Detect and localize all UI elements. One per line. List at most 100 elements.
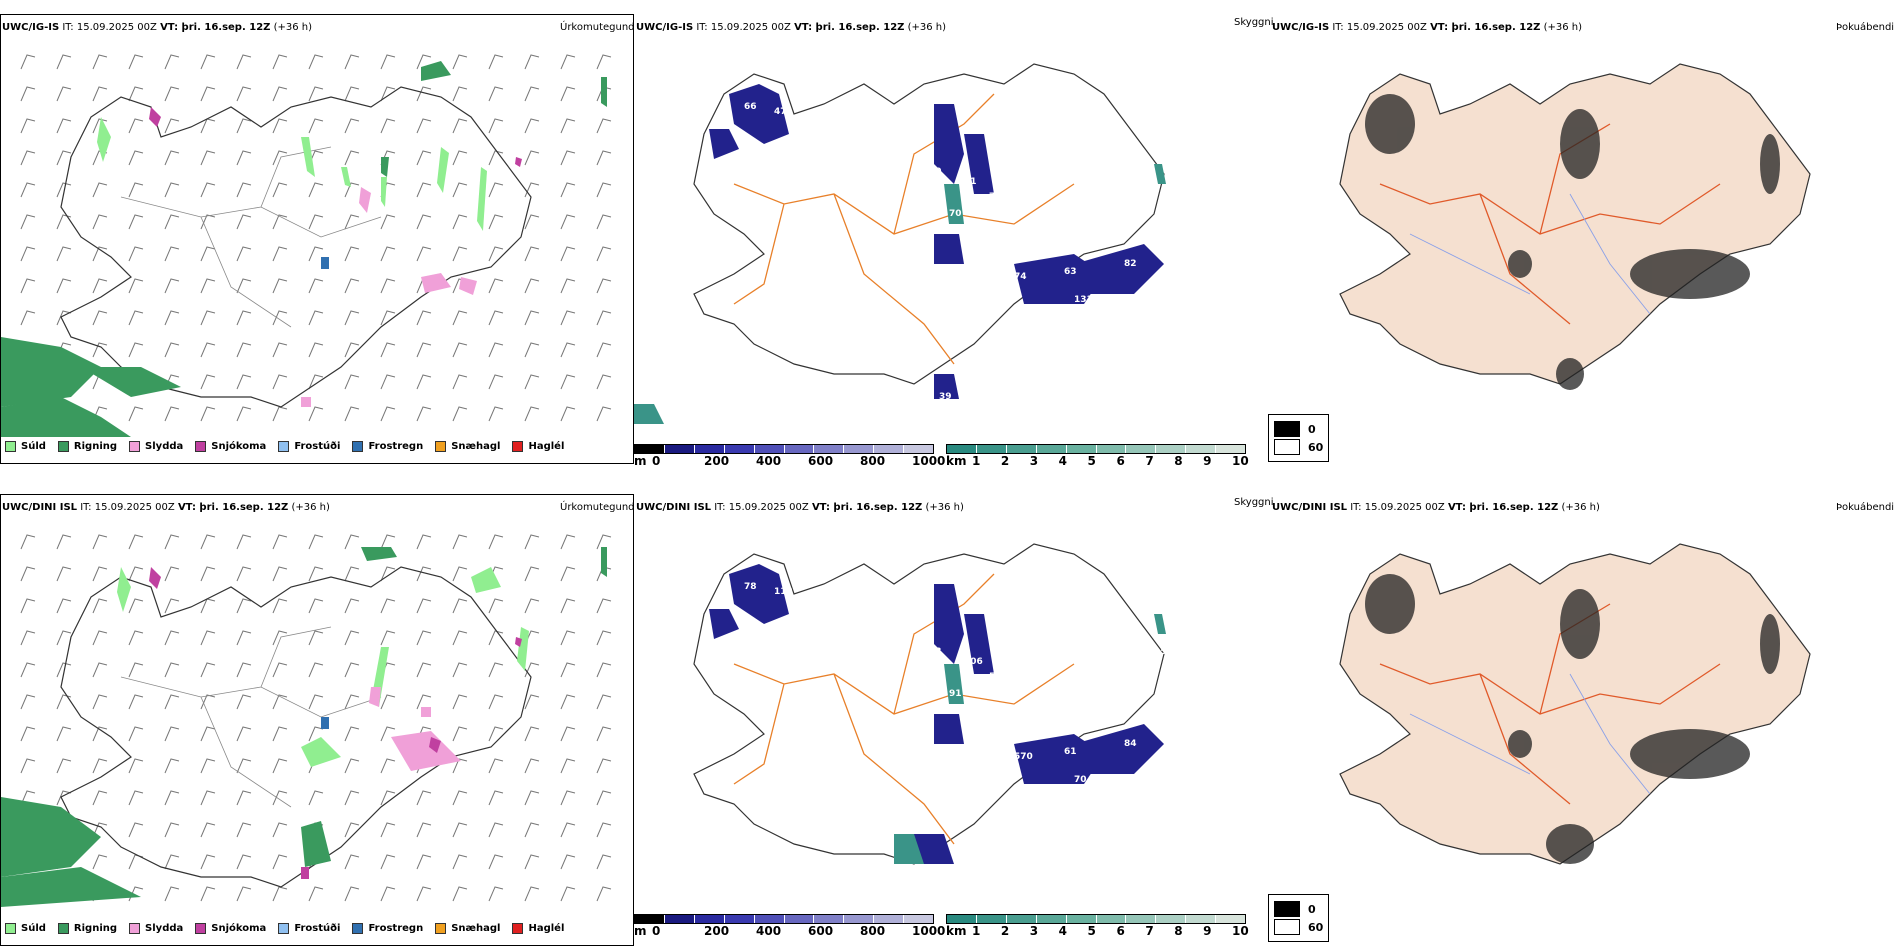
colorbar-tick: 1 (972, 454, 981, 468)
fog-legend-label: 60 (1308, 920, 1324, 934)
legend-swatch (195, 923, 207, 934)
colorbar-tick: 600 (808, 924, 834, 938)
wind-barb-icon (56, 662, 72, 678)
wind-barb-icon (308, 406, 324, 422)
cloud-base-label: 70 (949, 209, 962, 219)
wind-barb-icon (236, 246, 252, 262)
precip-legend-top: Súld Rigning Slydda Snjókoma Frostúði Frostre… (5, 441, 576, 452)
cloud-base-label: 106 (964, 657, 983, 667)
wind-barb-icon (452, 790, 468, 806)
wind-barb-icon (128, 566, 144, 582)
wind-barb-icon (200, 790, 216, 806)
wind-barb-icon (272, 726, 288, 742)
precip-title-top: Úrkomutegund (560, 22, 635, 33)
wind-barb-icon (164, 822, 180, 838)
legend-label: Snjókoma (211, 441, 267, 452)
wind-barb-icon (380, 854, 396, 870)
model-name: UWC/IG-IS (2, 22, 60, 33)
wind-barb-icon (236, 566, 252, 582)
wind-barb-icon (128, 694, 144, 710)
wind-barb-icon (200, 566, 216, 582)
legend-swatch (195, 441, 207, 452)
wind-barb-icon (272, 54, 288, 70)
cloud-base-label: 131 (1074, 295, 1093, 305)
colorbar-tick: 1 (972, 924, 981, 938)
wind-barb-icon (452, 822, 468, 838)
colorbar-tick: 400 (756, 454, 782, 468)
wind-barb-icon (596, 246, 612, 262)
wind-barb-icon (308, 278, 324, 294)
wind-barb-icon (524, 278, 540, 294)
wind-barb-icon (560, 854, 576, 870)
legend-swatch (435, 923, 447, 934)
wind-barb-icon (92, 310, 108, 326)
wind-barb-icon (560, 54, 576, 70)
wind-barb-icon (20, 630, 36, 646)
wind-barb-icon (56, 118, 72, 134)
fog-legend-row: 0 (1274, 421, 1323, 437)
colorbar-cell (1216, 445, 1246, 453)
wind-barb-icon (164, 534, 180, 550)
wind-barb-icon (200, 854, 216, 870)
wind-barb-icon (128, 662, 144, 678)
colorbar-cell (1006, 915, 1037, 923)
cloud-base-label: 570 (1014, 752, 1033, 762)
colorbar-unit: km (946, 924, 967, 938)
colorbar-cell (1036, 915, 1067, 923)
fog-legend-label: 60 (1308, 440, 1324, 454)
wind-barb-icon (20, 118, 36, 134)
legend-item: Snæhagl (435, 923, 500, 934)
wind-barb-icon (452, 630, 468, 646)
wind-barb-icon (128, 150, 144, 166)
fog-legend-row: 0 (1274, 901, 1323, 917)
wind-barb-icon (128, 278, 144, 294)
colorbar-cell (694, 445, 725, 453)
colorbar-tick: 2 (1000, 454, 1010, 468)
wind-barb-icon (344, 342, 360, 358)
legend-swatch (352, 441, 364, 452)
wind-barb-icon (524, 758, 540, 774)
wind-barb-icon (560, 214, 576, 230)
wind-barb-icon (488, 342, 504, 358)
wind-barb-icon (524, 694, 540, 710)
wind-barb-icon (308, 726, 324, 742)
wind-barb-icon (200, 310, 216, 326)
wind-barb-icon (200, 374, 216, 390)
colorbar-cell (1216, 915, 1246, 923)
wind-barb-icon (272, 246, 288, 262)
issue-time: IT: 15.09.2025 00Z (80, 502, 175, 513)
wind-barb-icon (128, 534, 144, 550)
wind-barb-icon (596, 790, 612, 806)
wind-barb-icon (92, 86, 108, 102)
cloud-base-label: 76 (989, 192, 1002, 202)
model-name: UWC/DINI ISL (1272, 502, 1348, 513)
wind-barb-icon (164, 630, 180, 646)
wind-barb-icon (524, 118, 540, 134)
wind-barb-icon (380, 726, 396, 742)
colorbar-tick: 1000 (912, 454, 946, 468)
wind-barb-icon (56, 566, 72, 582)
visibility-colorbar-bottom: 1 2 3 4 5 6 7 8 9 10 km (946, 914, 1249, 938)
cloud-base-label: 159 (739, 622, 758, 632)
wind-barb-icon (236, 758, 252, 774)
colorbar-cell (754, 445, 785, 453)
wind-barb-icon (20, 214, 36, 230)
wind-barb-icon (308, 54, 324, 70)
colorbar-cell (635, 915, 665, 923)
wind-barb-icon (380, 630, 396, 646)
wind-barb-icon (200, 246, 216, 262)
cloud-base-label: 76 (799, 137, 812, 147)
wind-barb-icon (236, 726, 252, 742)
wind-barb-icon (488, 182, 504, 198)
cloud-base-label: 70 (934, 227, 947, 237)
wind-barb-icon (416, 566, 432, 582)
colorbar-tick: 2 (1000, 924, 1010, 938)
wind-barb-icon (200, 182, 216, 198)
fog-legend-swatch (1274, 421, 1300, 437)
wind-barb-icon (344, 758, 360, 774)
colorbar-cell (814, 445, 845, 453)
wind-barb-icon (380, 534, 396, 550)
wind-barb-icon (344, 854, 360, 870)
legend-swatch (57, 441, 69, 452)
